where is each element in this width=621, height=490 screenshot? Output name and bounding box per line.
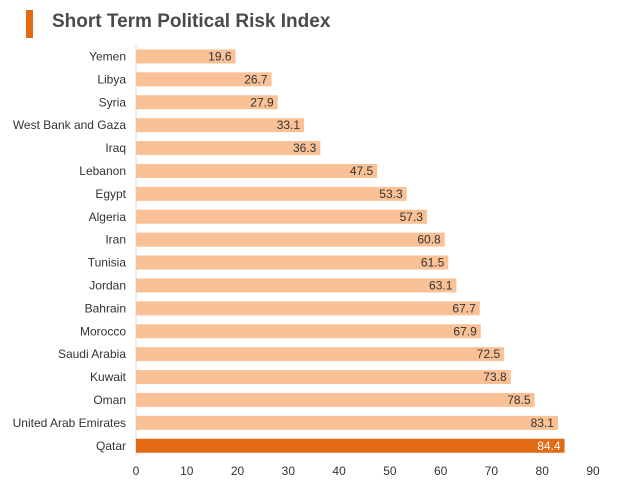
data-label: 67.9	[453, 324, 477, 338]
bar	[136, 347, 505, 362]
category-label: Iraq	[105, 141, 126, 155]
category-label: Yemen	[89, 49, 126, 63]
bar	[136, 209, 427, 224]
data-label: 53.3	[379, 187, 403, 201]
category-label: Syria	[99, 95, 127, 109]
x-tick-label: 0	[133, 464, 140, 478]
data-label: 83.1	[531, 416, 555, 430]
data-label: 60.8	[417, 233, 441, 247]
data-label: 67.7	[452, 301, 476, 315]
category-label: Bahrain	[85, 301, 126, 315]
category-label: West Bank and Gaza	[13, 118, 127, 132]
data-label: 73.8	[483, 370, 507, 384]
data-label: 61.5	[421, 256, 445, 270]
x-tick-label: 50	[383, 464, 397, 478]
category-label: Oman	[93, 393, 126, 407]
data-label: 47.5	[350, 164, 374, 178]
data-label: 33.1	[277, 118, 301, 132]
data-label: 63.1	[429, 278, 453, 292]
bar	[136, 163, 378, 178]
category-label: Libya	[97, 72, 126, 86]
category-label: Algeria	[89, 210, 127, 224]
category-label: Saudi Arabia	[58, 347, 126, 361]
category-label: Qatar	[96, 439, 126, 453]
data-label: 72.5	[477, 347, 501, 361]
category-label: Lebanon	[79, 164, 126, 178]
data-label: 57.3	[400, 210, 424, 224]
x-tick-label: 10	[180, 464, 194, 478]
bar	[136, 186, 407, 201]
bar	[136, 255, 449, 270]
bar	[136, 95, 278, 110]
x-tick-label: 60	[434, 464, 448, 478]
x-tick-label: 70	[485, 464, 499, 478]
chart-title: Short Term Political Risk Index	[52, 11, 331, 32]
bar	[136, 370, 511, 385]
category-label: Egypt	[95, 187, 126, 201]
x-tick-label: 40	[332, 464, 346, 478]
data-label: 27.9	[250, 95, 274, 109]
bar	[136, 392, 535, 407]
x-tick-label: 80	[536, 464, 550, 478]
data-label: 78.5	[507, 393, 531, 407]
category-label: United Arab Emirates	[13, 416, 126, 430]
bar	[136, 324, 481, 339]
bar	[136, 141, 321, 156]
bar	[136, 232, 445, 247]
category-label: Morocco	[80, 324, 126, 338]
bar	[136, 278, 457, 293]
bar	[136, 72, 272, 87]
category-label: Kuwait	[90, 370, 127, 384]
bar	[136, 301, 480, 316]
title-accent-bar	[26, 10, 33, 38]
bar	[136, 438, 565, 453]
bar	[136, 49, 236, 64]
x-tick-label: 90	[586, 464, 600, 478]
category-label: Jordan	[89, 278, 126, 292]
x-tick-label: 20	[231, 464, 245, 478]
category-label: Tunisia	[88, 256, 127, 270]
data-label: 26.7	[244, 72, 268, 86]
category-label: Iran	[105, 233, 126, 247]
data-label: 19.6	[208, 49, 232, 63]
x-tick-label: 30	[282, 464, 296, 478]
data-label: 84.4	[537, 439, 561, 453]
bar	[136, 415, 558, 430]
bar	[136, 118, 305, 133]
data-label: 36.3	[293, 141, 317, 155]
